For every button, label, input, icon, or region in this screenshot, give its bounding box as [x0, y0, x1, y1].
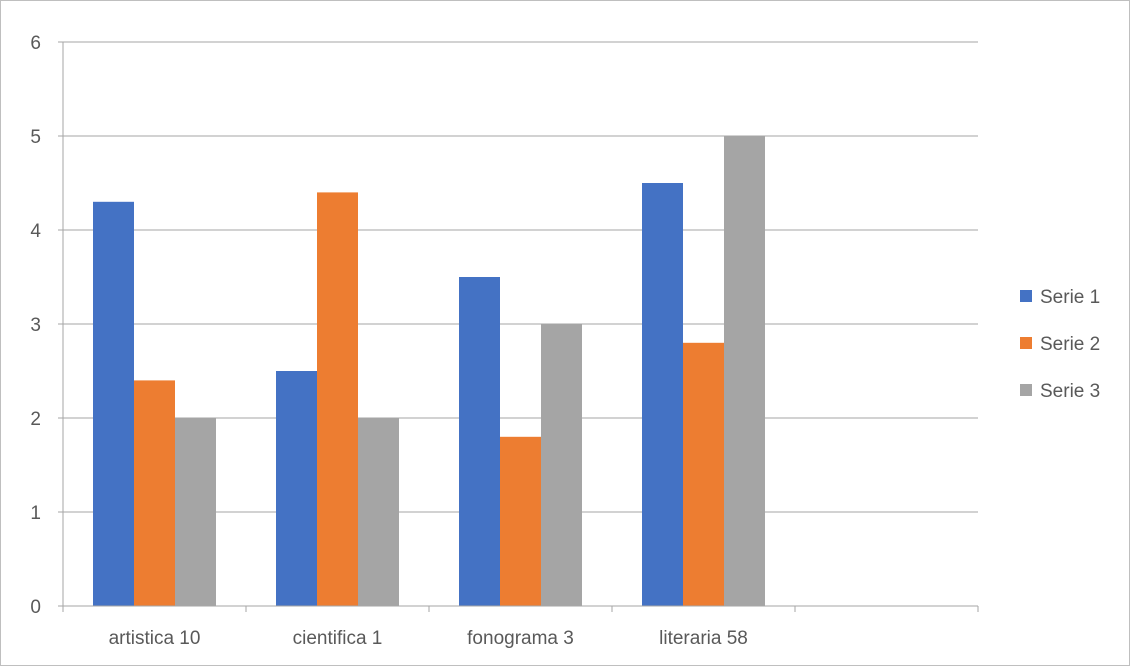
bar-serie-1: [93, 201, 134, 607]
legend-label: Serie 2: [1040, 334, 1100, 355]
legend-swatch: [1020, 384, 1032, 396]
bar-serie-1: [276, 371, 317, 606]
bar-serie-1: [459, 277, 500, 606]
bar-serie-2: [683, 342, 724, 606]
bar-serie-3: [358, 418, 399, 606]
bars: [93, 136, 765, 607]
legend: Serie 1 Serie 2 Serie 3: [1020, 287, 1100, 402]
x-tick-label: fonograma 3: [467, 628, 574, 649]
y-tick-label: 5: [30, 127, 41, 148]
bar-serie-3: [541, 324, 582, 606]
y-tick-label: 3: [30, 315, 41, 336]
legend-swatch: [1020, 290, 1032, 302]
x-tick-label: artistica 10: [109, 628, 201, 649]
y-tick-label: 2: [30, 409, 41, 430]
bar-serie-3: [724, 136, 765, 606]
bar-serie-2: [134, 380, 175, 606]
x-tick-label: literaria 58: [659, 628, 748, 649]
y-tick-label: 4: [30, 221, 41, 242]
y-tick-label: 1: [30, 503, 41, 524]
bar-serie-3: [175, 418, 216, 606]
bar-serie-2: [500, 436, 541, 606]
bar-serie-2: [317, 192, 358, 606]
axes: 0 1 2 3 4 5 6 artistica 10 cientifica 1 fonograma…: [30, 33, 979, 649]
legend-label: Serie 3: [1040, 381, 1100, 402]
y-tick-label: 0: [30, 597, 41, 618]
bar-serie-1: [642, 183, 683, 606]
legend-label: Serie 1: [1040, 287, 1100, 308]
y-tick-label: 6: [30, 33, 41, 54]
x-tick-label: cientifica 1: [293, 628, 383, 649]
legend-swatch: [1020, 337, 1032, 349]
